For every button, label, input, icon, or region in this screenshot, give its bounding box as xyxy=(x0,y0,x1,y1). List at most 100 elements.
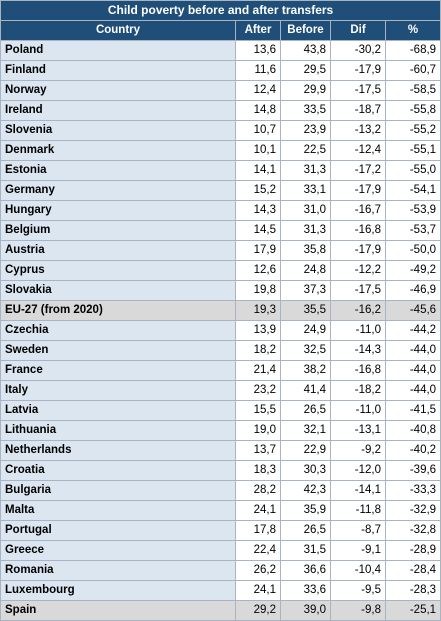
table-row: Spain 29,2 39,0 -9,8 -25,1 xyxy=(0,600,441,621)
pct-cell: -32,9 xyxy=(384,500,441,521)
dif-cell: -17,5 xyxy=(330,80,386,101)
table-row: Czechia 13,9 24,9 -11,0 -44,2 xyxy=(0,320,441,341)
pct-cell: -39,6 xyxy=(384,460,441,481)
column-header-row: Country After Before Dif % xyxy=(0,20,441,41)
before-cell: 35,5 xyxy=(280,300,331,321)
after-cell: 12,6 xyxy=(235,260,281,281)
table-row: Portugal 17,8 26,5 -8,7 -32,8 xyxy=(0,520,441,541)
table-row: EU-27 (from 2020) 19,3 35,5 -16,2 -45,6 xyxy=(0,300,441,321)
header-before[interactable]: Before xyxy=(280,20,331,41)
pct-cell: -54,1 xyxy=(384,180,441,201)
table-row: Finland 11,6 29,5 -17,9 -60,7 xyxy=(0,60,441,81)
table-row: Ireland 14,8 33,5 -18,7 -55,8 xyxy=(0,100,441,121)
before-cell: 41,4 xyxy=(280,380,331,401)
before-cell: 30,3 xyxy=(280,460,331,481)
before-cell: 24,8 xyxy=(280,260,331,281)
table-row: Italy 23,2 41,4 -18,2 -44,0 xyxy=(0,380,441,401)
header-country[interactable]: Country xyxy=(0,20,236,41)
header-dif[interactable]: Dif xyxy=(330,20,386,41)
after-cell: 18,3 xyxy=(235,460,281,481)
dif-cell: -11,8 xyxy=(330,500,386,521)
after-cell: 14,8 xyxy=(235,100,281,121)
after-cell: 17,8 xyxy=(235,520,281,541)
after-cell: 10,1 xyxy=(235,140,281,161)
before-cell: 31,0 xyxy=(280,200,331,221)
dif-cell: -9,8 xyxy=(330,600,386,621)
dif-cell: -16,2 xyxy=(330,300,386,321)
country-cell: Hungary xyxy=(0,200,236,221)
dif-cell: -18,7 xyxy=(330,100,386,121)
before-cell: 39,0 xyxy=(280,600,331,621)
table-row: Malta 24,1 35,9 -11,8 -32,9 xyxy=(0,500,441,521)
country-cell: Belgium xyxy=(0,220,236,241)
dif-cell: -10,4 xyxy=(330,560,386,581)
table-row: Belgium 14,5 31,3 -16,8 -53,7 xyxy=(0,220,441,241)
pct-cell: -40,2 xyxy=(384,440,441,461)
dif-cell: -11,0 xyxy=(330,400,386,421)
before-cell: 23,9 xyxy=(280,120,331,141)
before-cell: 26,5 xyxy=(280,520,331,541)
dif-cell: -17,9 xyxy=(330,60,386,81)
after-cell: 14,1 xyxy=(235,160,281,181)
after-cell: 19,8 xyxy=(235,280,281,301)
before-cell: 31,3 xyxy=(280,160,331,181)
pct-cell: -25,1 xyxy=(384,600,441,621)
before-cell: 31,3 xyxy=(280,220,331,241)
after-cell: 13,9 xyxy=(235,320,281,341)
pct-cell: -44,0 xyxy=(384,360,441,381)
before-cell: 33,1 xyxy=(280,180,331,201)
after-cell: 14,3 xyxy=(235,200,281,221)
pct-cell: -58,5 xyxy=(384,80,441,101)
dif-cell: -17,2 xyxy=(330,160,386,181)
header-after[interactable]: After xyxy=(235,20,281,41)
country-cell: Croatia xyxy=(0,460,236,481)
after-cell: 15,5 xyxy=(235,400,281,421)
pct-cell: -68,9 xyxy=(384,40,441,61)
table-row: France 21,4 38,2 -16,8 -44,0 xyxy=(0,360,441,381)
table-row: Sweden 18,2 32,5 -14,3 -44,0 xyxy=(0,340,441,361)
table-row: Austria 17,9 35,8 -17,9 -50,0 xyxy=(0,240,441,261)
dif-cell: -17,9 xyxy=(330,240,386,261)
header-pct[interactable]: % xyxy=(384,20,441,41)
table-row: Germany 15,2 33,1 -17,9 -54,1 xyxy=(0,180,441,201)
country-cell: Luxembourg xyxy=(0,580,236,601)
pct-cell: -28,4 xyxy=(384,560,441,581)
table-row: Cyprus 12,6 24,8 -12,2 -49,2 xyxy=(0,260,441,281)
after-cell: 18,2 xyxy=(235,340,281,361)
before-cell: 22,9 xyxy=(280,440,331,461)
after-cell: 19,0 xyxy=(235,420,281,441)
after-cell: 24,1 xyxy=(235,580,281,601)
country-cell: Lithuania xyxy=(0,420,236,441)
country-cell: Portugal xyxy=(0,520,236,541)
before-cell: 35,9 xyxy=(280,500,331,521)
dif-cell: -18,2 xyxy=(330,380,386,401)
country-cell: Norway xyxy=(0,80,236,101)
table-row: Romania 26,2 36,6 -10,4 -28,4 xyxy=(0,560,441,581)
after-cell: 28,2 xyxy=(235,480,281,501)
pct-cell: -49,2 xyxy=(384,260,441,281)
table-row: Latvia 15,5 26,5 -11,0 -41,5 xyxy=(0,400,441,421)
pct-cell: -44,0 xyxy=(384,380,441,401)
pct-cell: -55,8 xyxy=(384,100,441,121)
pct-cell: -44,2 xyxy=(384,320,441,341)
country-cell: Cyprus xyxy=(0,260,236,281)
before-cell: 24,9 xyxy=(280,320,331,341)
after-cell: 14,5 xyxy=(235,220,281,241)
table-row: Lithuania 19,0 32,1 -13,1 -40,8 xyxy=(0,420,441,441)
country-cell: EU-27 (from 2020) xyxy=(0,300,236,321)
country-cell: Greece xyxy=(0,540,236,561)
dif-cell: -9,1 xyxy=(330,540,386,561)
pct-cell: -55,0 xyxy=(384,160,441,181)
pct-cell: -28,9 xyxy=(384,540,441,561)
country-cell: Sweden xyxy=(0,340,236,361)
country-cell: Spain xyxy=(0,600,236,621)
table-row: Netherlands 13,7 22,9 -9,2 -40,2 xyxy=(0,440,441,461)
pct-cell: -40,8 xyxy=(384,420,441,441)
pct-cell: -41,5 xyxy=(384,400,441,421)
before-cell: 36,6 xyxy=(280,560,331,581)
before-cell: 31,5 xyxy=(280,540,331,561)
before-cell: 33,5 xyxy=(280,100,331,121)
country-cell: Denmark xyxy=(0,140,236,161)
dif-cell: -17,5 xyxy=(330,280,386,301)
